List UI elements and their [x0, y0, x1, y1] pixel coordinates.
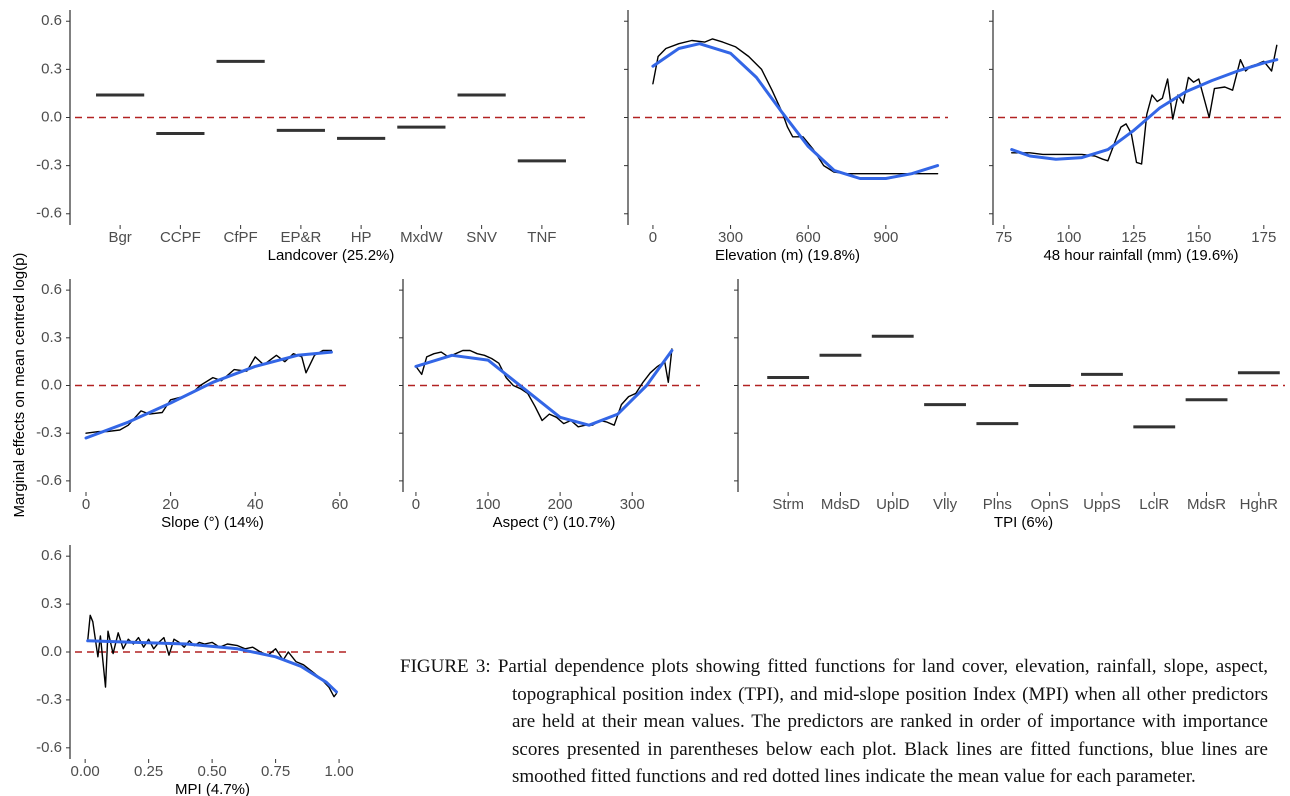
x-tick-label: UppS	[1083, 496, 1121, 513]
y-tick-label: 0.0	[41, 108, 62, 125]
x-axis-title: TPI (6%)	[994, 514, 1053, 531]
y-tick-label: -0.6	[36, 739, 62, 756]
x-tick-label: 900	[873, 229, 898, 246]
x-tick-label: HP	[351, 229, 372, 246]
x-tick-label: 20	[162, 496, 179, 513]
x-axis-title: Landcover (25.2%)	[268, 247, 395, 264]
x-tick-label: 40	[247, 496, 264, 513]
smoothed-line	[414, 349, 674, 427]
x-tick-label: 0.25	[134, 763, 163, 780]
x-tick-label: 300	[620, 496, 645, 513]
y-tick-label: 0.0	[41, 643, 62, 660]
y-tick-label: 0.6	[41, 281, 62, 298]
x-tick-label: 175	[1251, 229, 1276, 246]
x-axis-title: Aspect (°) (10.7%)	[493, 514, 616, 531]
x-tick-label: Bgr	[108, 229, 131, 246]
x-tick-label: CCPF	[160, 229, 201, 246]
x-axis-title: 48 hour rainfall (mm) (19.6%)	[1043, 247, 1238, 264]
x-tick-label: 1.00	[324, 763, 353, 780]
y-axis-title: Marginal effects on mean centred log(p)	[11, 253, 28, 518]
y-tick-label: -0.3	[36, 157, 62, 174]
y-tick-label: 0.6	[41, 12, 62, 29]
y-tick-label: 0.3	[41, 60, 62, 77]
y-tick-label: 0.3	[41, 329, 62, 346]
x-tick-label: 100	[1056, 229, 1081, 246]
x-tick-label: LclR	[1139, 496, 1169, 513]
x-tick-label: 300	[718, 229, 743, 246]
x-tick-label: OpnS	[1030, 496, 1068, 513]
y-tick-label: -0.6	[36, 472, 62, 489]
x-tick-label: 0.75	[261, 763, 290, 780]
smoothed-line	[1010, 58, 1279, 161]
x-tick-label: TNF	[527, 229, 556, 246]
x-tick-label: UplD	[876, 496, 910, 513]
y-tick-label: 0.0	[41, 376, 62, 393]
fitted-line	[1011, 44, 1278, 165]
smoothed-line	[86, 639, 338, 694]
caption: FIGURE 3: Partial dependence plots showi…	[400, 656, 1268, 788]
x-tick-label: 0	[82, 496, 90, 513]
x-tick-label: MdsR	[1187, 496, 1226, 513]
x-tick-label: MdsD	[821, 496, 860, 513]
x-tick-label: 200	[548, 496, 573, 513]
x-axis-title: Elevation (m) (19.8%)	[715, 247, 860, 264]
x-tick-label: 0	[412, 496, 420, 513]
x-tick-label: 0.50	[198, 763, 227, 780]
x-axis-title: MPI (4.7%)	[175, 781, 250, 796]
x-tick-label: 100	[476, 496, 501, 513]
y-tick-label: 0.3	[41, 595, 62, 612]
y-tick-label: -0.3	[36, 424, 62, 441]
fitted-line	[415, 348, 673, 428]
smoothed-line	[651, 42, 940, 180]
x-tick-label: HghR	[1240, 496, 1279, 513]
y-tick-label: -0.3	[36, 691, 62, 708]
x-tick-label: 75	[996, 229, 1013, 246]
y-tick-label: -0.6	[36, 205, 62, 222]
x-tick-label: 125	[1121, 229, 1146, 246]
x-tick-label: MxdW	[400, 229, 443, 246]
smoothed-line	[84, 350, 333, 440]
fitted-line	[652, 38, 939, 175]
x-axis-title: Slope (°) (14%)	[161, 514, 264, 531]
x-tick-label: Strm	[772, 496, 804, 513]
x-tick-label: 0	[649, 229, 657, 246]
x-tick-label: 600	[796, 229, 821, 246]
x-tick-label: Vlly	[933, 496, 958, 513]
x-tick-label: 60	[332, 496, 349, 513]
fitted-line	[87, 614, 338, 698]
x-tick-label: 0.00	[71, 763, 100, 780]
x-tick-label: 150	[1186, 229, 1211, 246]
x-tick-label: Plns	[983, 496, 1012, 513]
x-tick-label: EP&R	[280, 229, 321, 246]
x-tick-label: SNV	[466, 229, 497, 246]
y-tick-label: 0.6	[41, 547, 62, 564]
x-tick-label: CfPF	[224, 229, 258, 246]
fitted-line	[85, 349, 333, 434]
